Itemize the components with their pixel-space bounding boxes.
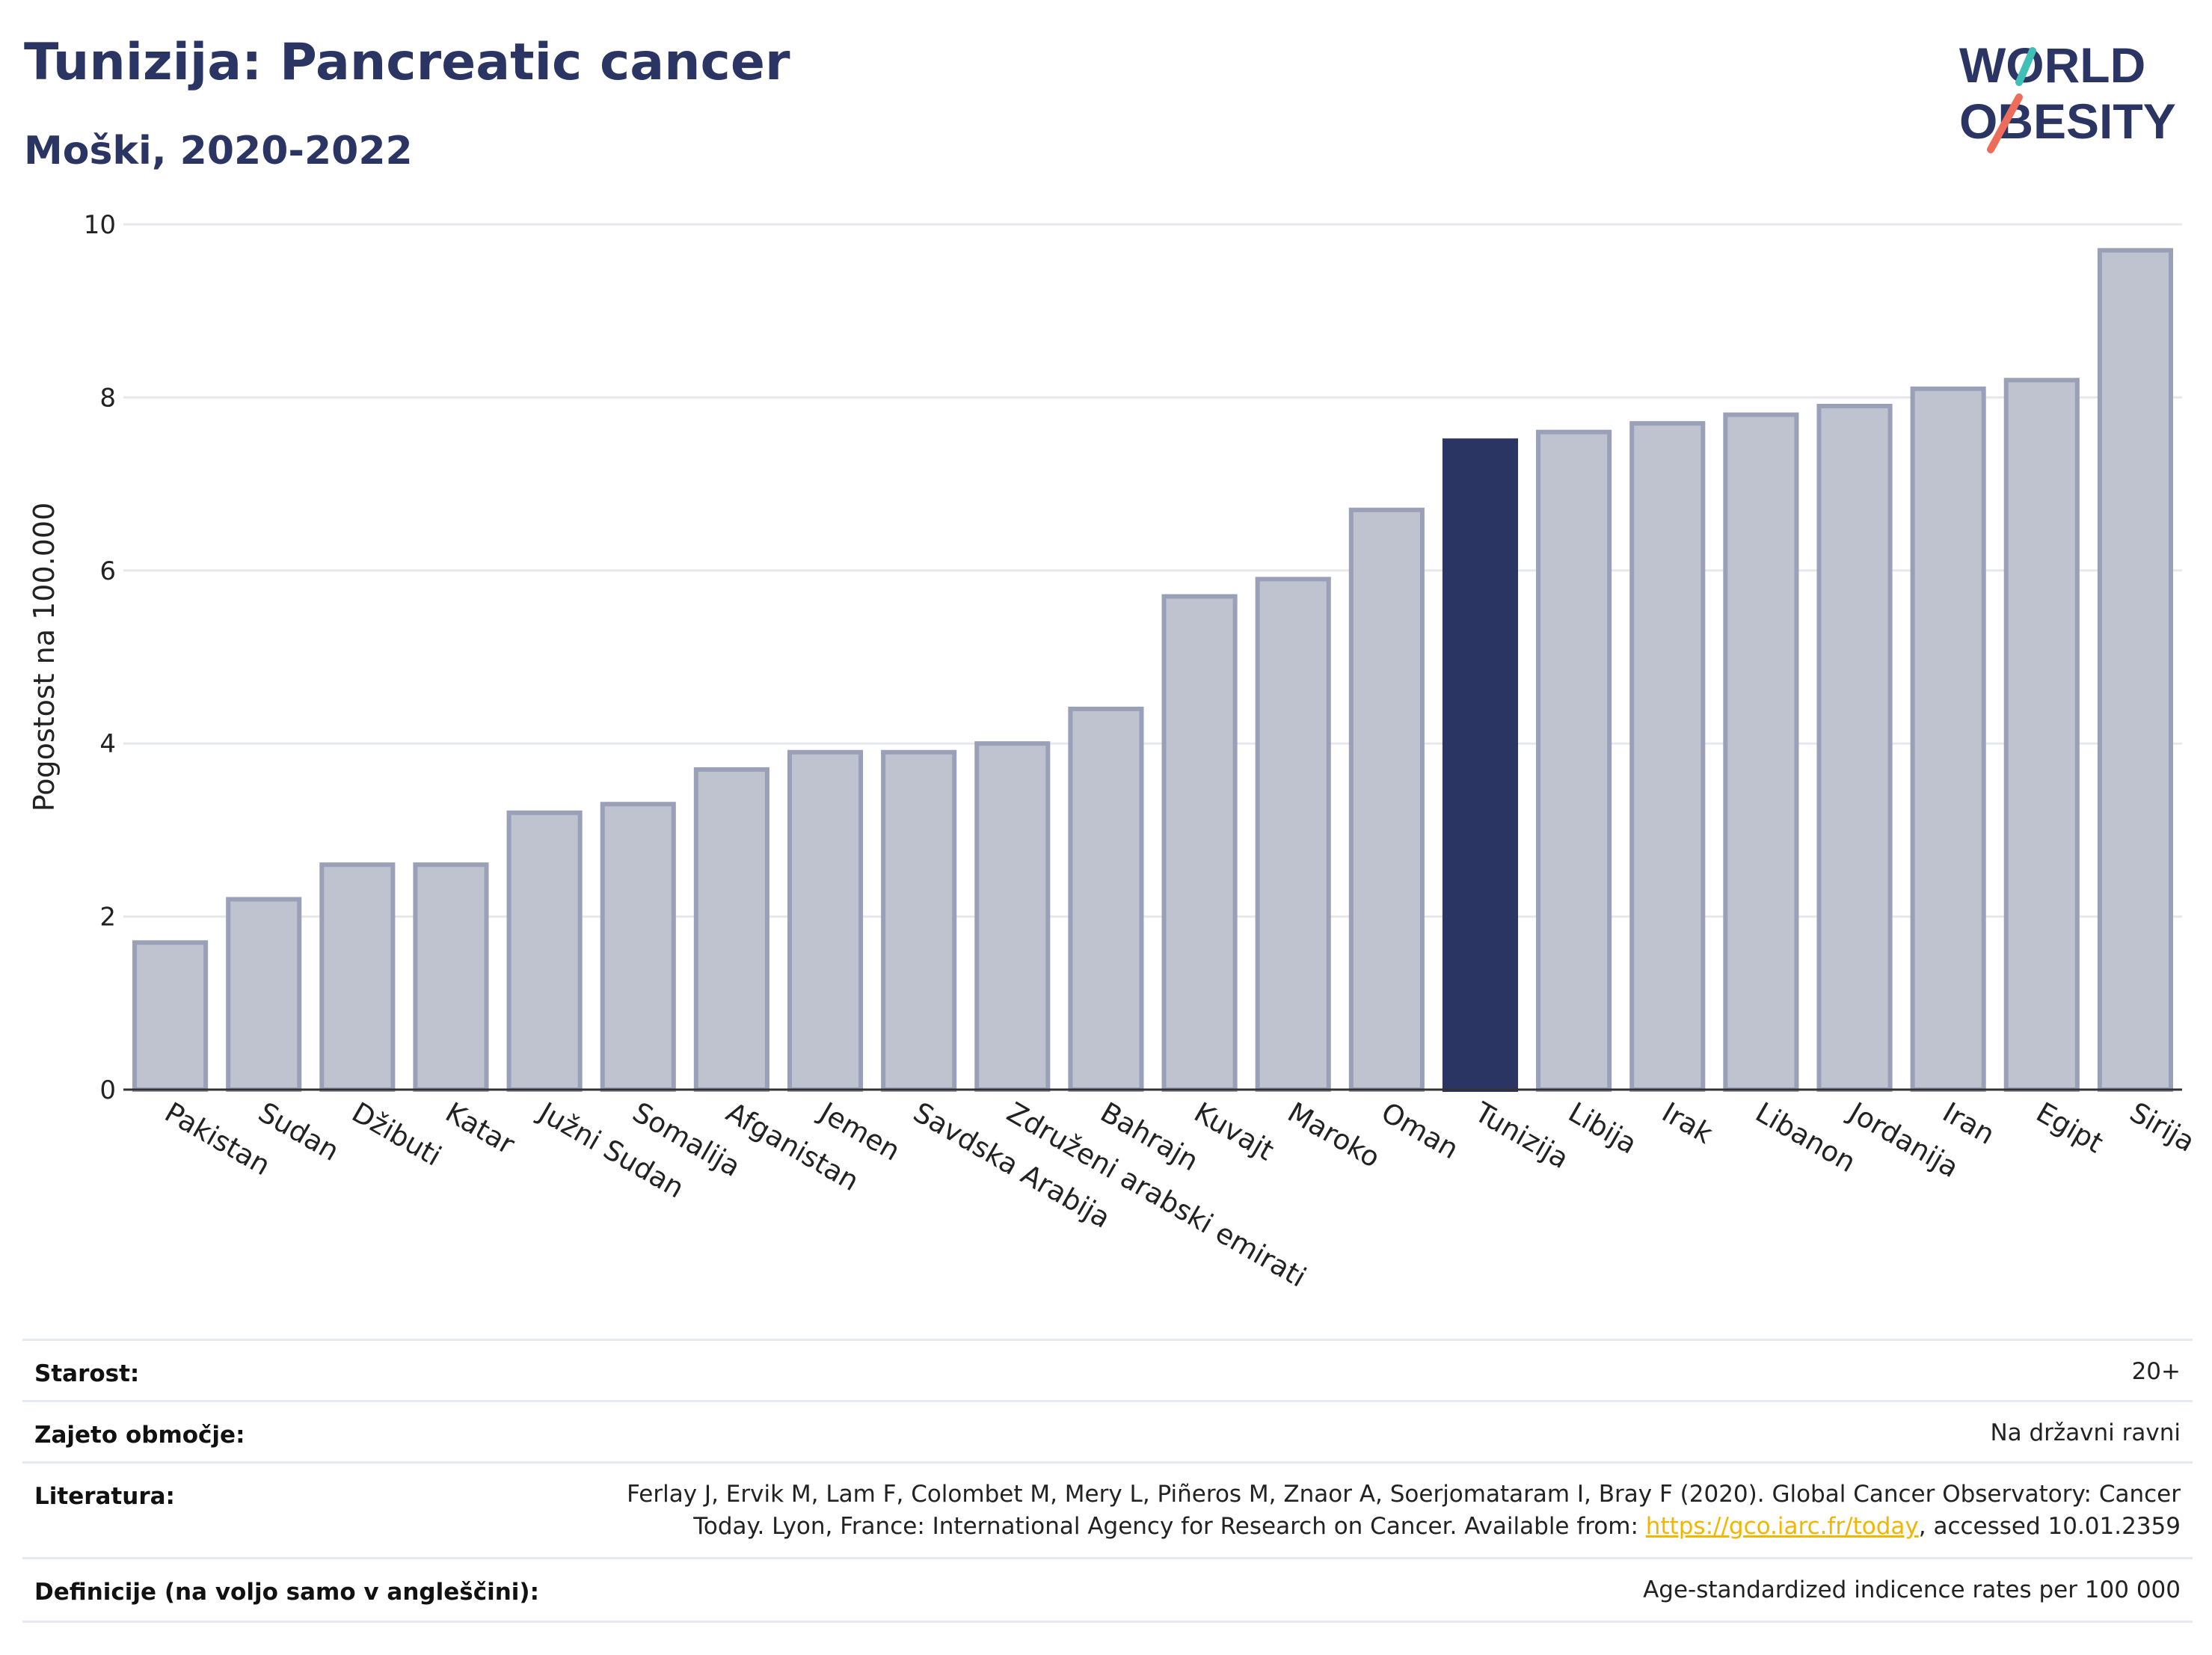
x-tick-label: Kuvajt xyxy=(1189,1096,1279,1167)
x-tick-label: Katar xyxy=(440,1096,520,1161)
bar xyxy=(787,749,864,1093)
footer-value-literature: Ferlay J, Ervik M, Lam F, Colombet M, Me… xyxy=(627,1479,2181,1543)
footer-value-definitions: Age-standardized indicence rates per 100… xyxy=(1643,1576,2181,1603)
literature-line-2: Today. Lyon, France: International Agenc… xyxy=(627,1511,2181,1543)
footer-row-literature: Literatura: Ferlay J, Ervik M, Lam F, Co… xyxy=(22,1461,2193,1559)
y-tick-label: 8 xyxy=(99,383,116,413)
bar xyxy=(1816,403,1893,1092)
literature-line-1: Ferlay J, Ervik M, Lam F, Colombet M, Me… xyxy=(627,1481,2181,1508)
literature-line-2-post: , accessed 10.01.2359 xyxy=(1918,1513,2181,1540)
y-tick-label: 10 xyxy=(84,210,116,240)
bar xyxy=(319,862,396,1093)
bar xyxy=(1068,706,1144,1092)
logo-slash-coral xyxy=(1987,93,2023,153)
x-tick-label: Maroko xyxy=(1282,1096,1386,1174)
footer-row-coverage: Zajeto območje: Na državni ravni xyxy=(22,1400,2193,1464)
bar xyxy=(132,940,209,1093)
footer-row-definitions: Definicije (na voljo samo v angleščini):… xyxy=(22,1557,2193,1623)
bar xyxy=(600,802,676,1092)
bar xyxy=(413,862,489,1093)
x-tick-label: Libanon xyxy=(1750,1096,1861,1179)
logo-slash-teal xyxy=(2015,47,2036,86)
bar xyxy=(1536,429,1612,1092)
bar xyxy=(974,741,1051,1092)
bar xyxy=(881,749,957,1093)
footer-value-coverage: Na državni ravni xyxy=(1990,1419,2181,1446)
bar xyxy=(1910,386,1986,1092)
bar xyxy=(2097,248,2173,1093)
x-tick-label: Pakistan xyxy=(159,1096,276,1182)
footer-label-definitions: Definicije (na voljo samo v angleščini): xyxy=(34,1579,539,1606)
bar xyxy=(1629,421,1706,1092)
footer-row-age: Starost: 20+ xyxy=(22,1339,2193,1402)
x-tick-label: Sirija xyxy=(2125,1096,2200,1158)
world-obesity-logo: WORLD OBESITY xyxy=(1959,37,2176,153)
y-tick-label: 6 xyxy=(99,556,116,586)
literature-line-2-pre: Today. Lyon, France: International Agenc… xyxy=(693,1513,1646,1540)
bar xyxy=(1348,507,1425,1092)
bar xyxy=(2003,378,2080,1092)
x-tick-label: Irak xyxy=(1656,1096,1718,1151)
bar xyxy=(693,767,769,1093)
bar xyxy=(226,897,302,1092)
y-tick-label: 2 xyxy=(99,903,116,933)
y-axis-label: Pogostost na 100.000 xyxy=(28,503,61,812)
bar xyxy=(506,810,583,1092)
y-tick-label: 4 xyxy=(99,729,116,759)
bar xyxy=(1723,412,1799,1092)
footer-label-age: Starost: xyxy=(34,1360,140,1387)
chart-title: Tunizija: Pancreatic cancer xyxy=(24,33,790,92)
bar-highlight xyxy=(1442,438,1519,1092)
y-tick-label: 0 xyxy=(99,1075,116,1105)
footer-value-age: 20+ xyxy=(2131,1358,2181,1385)
bar xyxy=(1255,577,1331,1092)
x-tick-label: Tunizija xyxy=(1469,1096,1574,1175)
x-tick-label: Iran xyxy=(1938,1096,2000,1151)
x-tick-label: Libija xyxy=(1563,1096,1642,1161)
bar xyxy=(1161,594,1238,1092)
chart-subtitle: Moški, 2020-2022 xyxy=(24,129,413,174)
x-tick-label: Egipt xyxy=(2031,1096,2109,1160)
footer-label-coverage: Zajeto območje: xyxy=(34,1422,245,1449)
literature-link[interactable]: https://gco.iarc.fr/today xyxy=(1645,1513,1919,1540)
x-tick-label: Džibuti xyxy=(346,1096,446,1173)
x-tick-label: Oman xyxy=(1376,1096,1464,1166)
footer-label-literature: Literatura: xyxy=(34,1483,175,1510)
logo-text-world: WORLD xyxy=(1959,37,2145,93)
